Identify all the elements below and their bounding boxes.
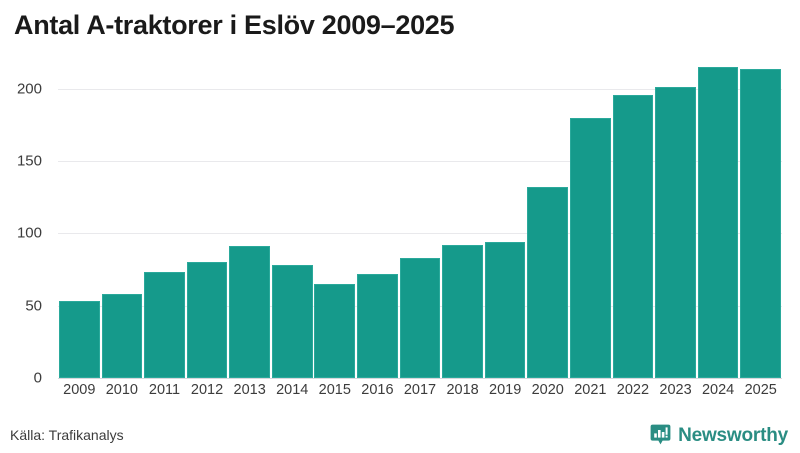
- gridline-0: [58, 378, 782, 379]
- x-axis-tick-label: 2023: [659, 382, 692, 398]
- x-axis-tick-label: 2025: [744, 382, 777, 398]
- bar: [612, 94, 654, 378]
- bar: [399, 258, 441, 378]
- bar: [442, 245, 483, 378]
- bar: [570, 117, 611, 378]
- bar-series: [58, 60, 782, 378]
- bar: [186, 262, 228, 378]
- x-axis-tick-label: 2015: [318, 382, 351, 398]
- x-axis-tick-label: 2019: [489, 382, 522, 398]
- bar: [697, 67, 739, 378]
- bar: [484, 242, 526, 378]
- bar: [314, 284, 356, 378]
- x-axis-tick-label: 2024: [701, 382, 735, 398]
- y-axis-tick-label: 0: [33, 369, 42, 387]
- brand-name: Newsworthy: [678, 425, 788, 446]
- x-axis-tick-label: 2022: [616, 382, 650, 398]
- y-axis-tick-label: 100: [16, 224, 42, 242]
- bar: [229, 246, 270, 378]
- x-axis-tick-label: 2018: [446, 382, 479, 398]
- gridline-100: [58, 233, 782, 235]
- x-axis-tick-label: 2020: [531, 382, 564, 398]
- x-axis-tick-label: 2011: [148, 382, 181, 398]
- bar: [101, 294, 143, 378]
- x-axis-tick-label: 2013: [233, 382, 266, 398]
- bar: [655, 87, 696, 378]
- bar: [527, 187, 569, 378]
- plot-area: [58, 60, 782, 379]
- x-axis-tick-label: 2010: [105, 382, 139, 398]
- bar: [740, 68, 782, 378]
- y-axis: 0 50 100 150 200: [0, 60, 50, 386]
- footer-divider: [10, 414, 790, 415]
- x-axis: 2009 2010 2011 2012 2013 2014 2015 2016 2017 2018…: [58, 382, 782, 406]
- x-axis-tick-label: 2012: [190, 382, 224, 398]
- x-axis-tick-label: 2017: [403, 382, 437, 398]
- source-note: Källa: Trafikanalys: [10, 427, 124, 443]
- chart-title: Antal A-traktorer i Eslöv 2009–2025: [14, 10, 455, 40]
- x-axis-tick-label: 2016: [361, 382, 394, 398]
- newsworthy-logo: Newsworthy: [650, 424, 788, 448]
- y-axis-tick-label: 200: [16, 80, 42, 98]
- gridline-200: [58, 88, 782, 90]
- bar: [357, 273, 398, 378]
- x-axis-tick-label: 2021: [574, 382, 607, 398]
- bar: [271, 265, 313, 378]
- gridline-150: [58, 161, 782, 163]
- x-axis-tick-label: 2009: [63, 382, 96, 398]
- bar-chart-pin-icon: [650, 424, 671, 448]
- y-axis-tick-label: 150: [16, 152, 42, 170]
- bar: [58, 301, 100, 378]
- y-axis-tick-label: 50: [25, 297, 42, 315]
- x-axis-tick-label: 2014: [276, 382, 309, 398]
- bar: [144, 272, 185, 378]
